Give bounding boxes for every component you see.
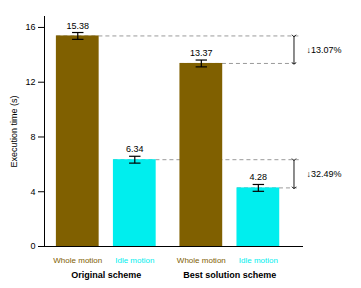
svg-text:8: 8 [30,132,35,142]
svg-text:16: 16 [25,22,35,32]
svg-text:Execution time (s): Execution time (s) [9,95,19,167]
svg-text:6.34: 6.34 [126,144,144,154]
svg-text:Original scheme: Original scheme [71,270,141,280]
svg-text:4: 4 [30,187,35,197]
svg-text:Idle motion: Idle motion [115,256,154,265]
svg-text:↓32.49%: ↓32.49% [307,169,342,179]
svg-text:13.37: 13.37 [190,48,213,58]
svg-text:Whole motion: Whole motion [177,256,226,265]
svg-text:Best solution scheme: Best solution scheme [183,270,276,280]
svg-text:4.28: 4.28 [250,172,268,182]
svg-text:Idle motion: Idle motion [239,256,278,265]
svg-text:12: 12 [25,77,35,87]
svg-text:0: 0 [30,241,35,251]
svg-text:15.38: 15.38 [67,21,90,31]
svg-text:↓13.07%: ↓13.07% [307,45,342,55]
svg-text:Whole motion: Whole motion [53,256,102,265]
